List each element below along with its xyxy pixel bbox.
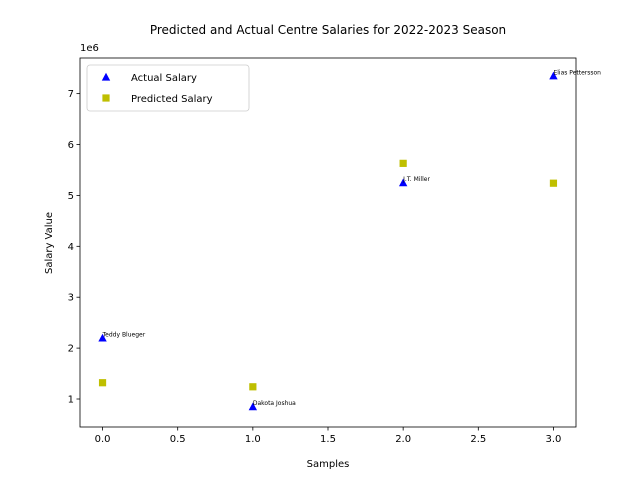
legend-label: Predicted Salary [131,94,213,105]
predicted-salary-point [98,379,107,387]
predicted-salary-point [249,383,257,391]
point-annotation: J.T. Miller [402,176,430,183]
legend-actual-marker [101,72,111,81]
predicted-salary-point [399,159,407,167]
legend-box [86,64,250,112]
y-offset-label: 1e6 [80,43,99,54]
y-tick-label: 3 [68,293,74,304]
axes-frame [79,57,577,428]
y-axis-label: Salary Value [44,212,55,274]
predicted-salary-point [549,179,558,187]
plot-area: 0.0 0.5 1.0 1.5 2.0 2.5 3.0 1 2 3 4 5 6 7 Teddy Bluege… [68,57,601,445]
x-tick-label: 1.0 [245,434,261,445]
y-tick-label: 7 [68,89,74,100]
actual-salary-point [98,333,107,342]
y-tick-label: 1 [68,395,74,406]
y-tick-label: 4 [68,242,74,253]
x-tick-label: 3.0 [546,434,562,445]
chart-title: Predicted and Actual Centre Salaries for… [150,23,506,37]
legend: Actual Salary Predicted Salary [86,64,250,112]
point-annotation: Teddy Blueger [102,331,146,338]
x-tick-label: 2.5 [470,434,486,445]
x-tick-label: 2.0 [395,434,411,445]
y-tick-label: 5 [68,191,74,202]
x-axis-label: Samples [307,459,350,470]
x-tick-label: 0.0 [95,434,111,445]
x-tick-label: 1.5 [320,434,336,445]
point-annotation: Elias Pettersson [553,69,601,76]
x-tick-label: 0.5 [170,434,186,445]
legend-label: Actual Salary [131,73,197,84]
y-tick-label: 2 [68,344,74,355]
actual-salary-point [549,71,558,80]
actual-salary-point [398,178,408,187]
actual-salary-point [248,402,258,411]
legend-predicted-marker [102,94,110,102]
y-tick-label: 6 [68,140,74,151]
point-annotation: Dakota Joshua [253,400,296,407]
